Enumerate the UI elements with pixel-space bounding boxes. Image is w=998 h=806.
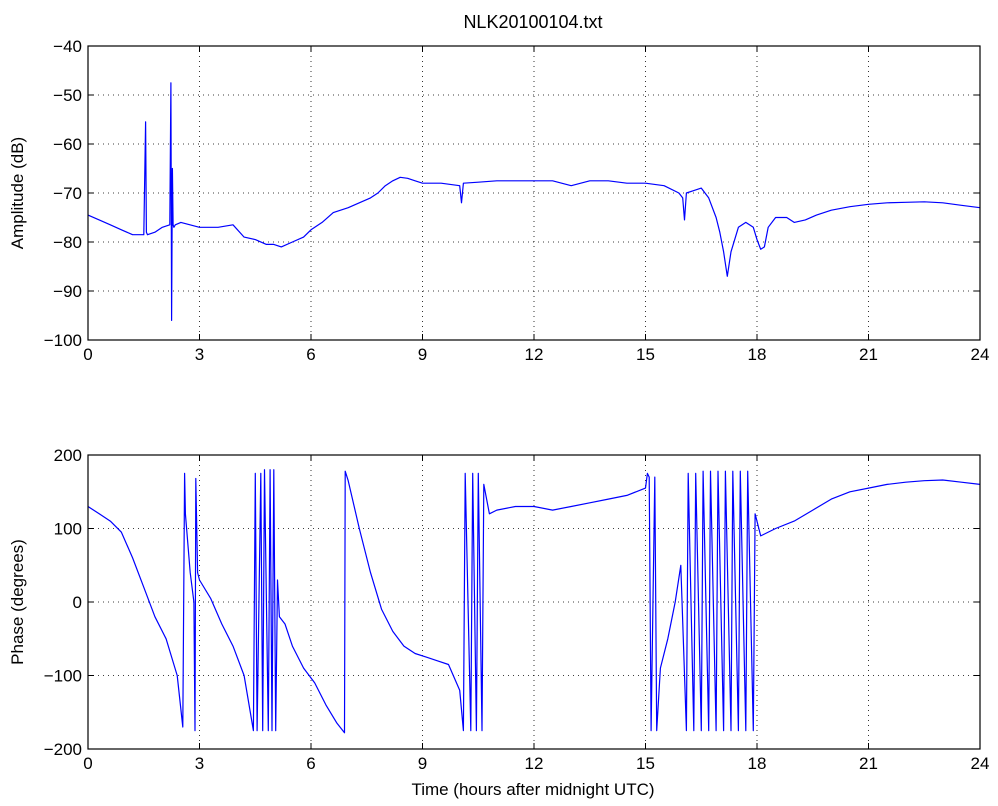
amplitude-y-tick-label: −70 [53, 184, 82, 203]
amplitude-chart-title: NLK20100104.txt [463, 12, 602, 32]
phase-y-axis-label: Phase (degrees) [8, 539, 27, 665]
phase-y-tick-label: −100 [44, 667, 82, 686]
amplitude-x-tick-label: 24 [971, 345, 990, 364]
phase-x-tick-label: 0 [83, 754, 92, 773]
phase-x-tick-label: 9 [418, 754, 427, 773]
phase-series-line [87, 469, 981, 734]
phase-x-tick-label: 3 [195, 754, 204, 773]
phase-y-tick-label: −200 [44, 740, 82, 759]
amplitude-series-line [87, 82, 981, 321]
amplitude-grid [88, 46, 980, 340]
phase-y-tick-label: 0 [73, 593, 82, 612]
amplitude-x-tick-label: 6 [306, 345, 315, 364]
phase-x-tick-label: 12 [525, 754, 544, 773]
phase-x-tick-label: 21 [859, 754, 878, 773]
amplitude-ticks: 0 3 6 9 12 15 18 21 24 −100 −90 −80 −70 −60 −50 −40 [44, 37, 990, 364]
phase-x-tick-label: 6 [306, 754, 315, 773]
phase-x-tick-label: 18 [748, 754, 767, 773]
phase-x-axis-label: Time (hours after midnight UTC) [411, 780, 654, 799]
amplitude-y-axis-label: Amplitude (dB) [8, 137, 27, 249]
amplitude-y-tick-label: −90 [53, 282, 82, 301]
amplitude-y-tick-label: −100 [44, 331, 82, 350]
amplitude-x-tick-label: 15 [636, 345, 655, 364]
amplitude-x-tick-label: 0 [83, 345, 92, 364]
amplitude-series [87, 82, 981, 321]
phase-y-tick-label: 100 [54, 520, 82, 539]
phase-series [87, 469, 981, 734]
phase-grid [88, 455, 980, 749]
amplitude-x-tick-label: 21 [859, 345, 878, 364]
amplitude-y-tick-label: −60 [53, 135, 82, 154]
phase-y-tick-label: 200 [54, 446, 82, 465]
phase-panel: 0 3 6 9 12 15 18 21 24 −200 −100 0 100 200 Phase (deg… [8, 446, 989, 799]
phase-x-tick-label: 15 [636, 754, 655, 773]
amplitude-y-tick-label: −40 [53, 37, 82, 56]
amplitude-y-tick-label: −80 [53, 233, 82, 252]
phase-x-tick-label: 24 [971, 754, 990, 773]
amplitude-x-tick-label: 3 [195, 345, 204, 364]
amplitude-x-tick-label: 18 [748, 345, 767, 364]
phase-ticks: 0 3 6 9 12 15 18 21 24 −200 −100 0 100 200 [44, 446, 990, 773]
amplitude-y-tick-label: −50 [53, 86, 82, 105]
amplitude-x-tick-label: 9 [418, 345, 427, 364]
amplitude-x-tick-label: 12 [525, 345, 544, 364]
amplitude-panel: NLK20100104.txt 0 3 6 9 12 15 18 21 24 −100 −90 −80… [8, 12, 989, 364]
